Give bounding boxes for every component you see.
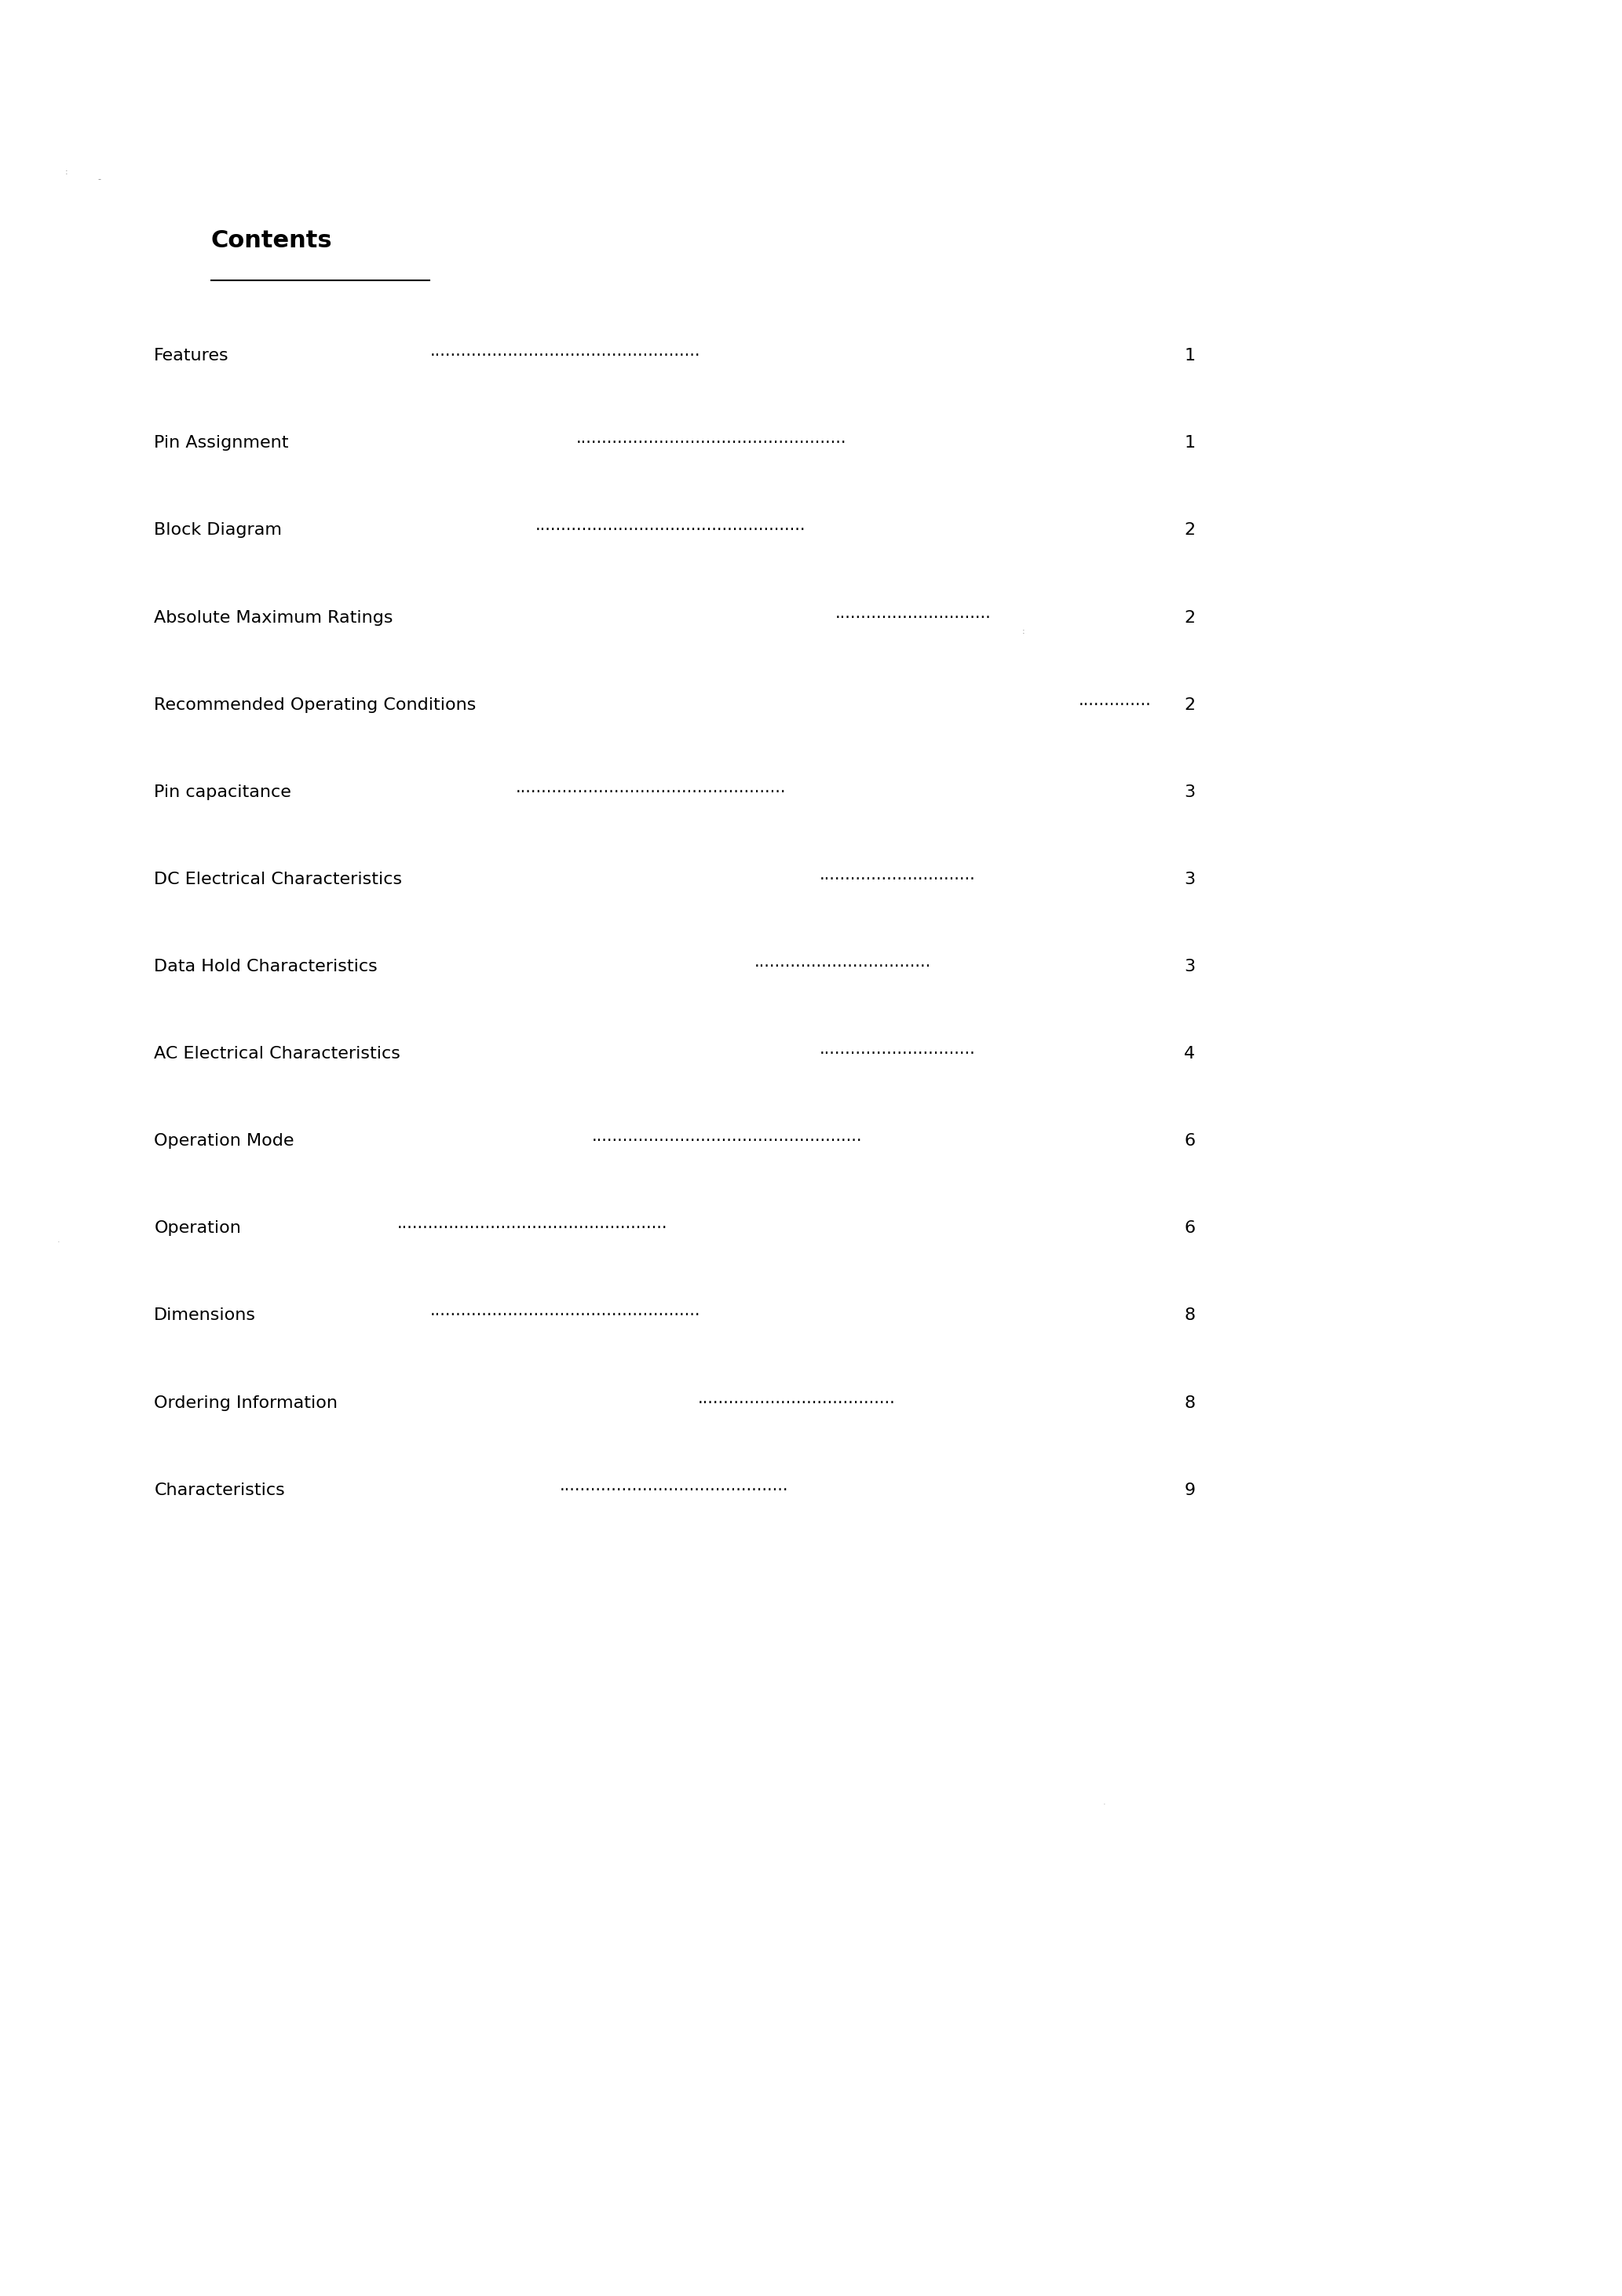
Text: Contents: Contents [211,230,333,253]
Text: 2: 2 [1184,698,1195,712]
Text: ··································: ·································· [754,960,931,974]
Text: ····················································: ········································… [430,349,701,363]
Text: ······························: ······························ [819,1047,975,1061]
Text: 2: 2 [1184,523,1195,537]
Text: Ordering Information: Ordering Information [154,1396,337,1410]
Text: 8: 8 [1184,1396,1195,1410]
Text: ······························: ······························ [819,872,975,886]
Text: 3: 3 [1184,960,1195,974]
Text: 6: 6 [1184,1134,1195,1148]
Text: Data Hold Characteristics: Data Hold Characteristics [154,960,378,974]
Text: ····················································: ········································… [576,436,847,450]
Text: DC Electrical Characteristics: DC Electrical Characteristics [154,872,402,886]
Text: :: : [65,168,68,177]
Text: ····················································: ········································… [535,523,806,537]
Text: 3: 3 [1184,785,1195,799]
Text: 9: 9 [1184,1483,1195,1497]
Text: ··············: ·············· [1079,698,1152,712]
Text: :: : [1022,627,1025,636]
Text: 2: 2 [1184,611,1195,625]
Text: ······························: ······························ [835,611,991,625]
Text: Operation Mode: Operation Mode [154,1134,294,1148]
Text: Operation: Operation [154,1221,242,1235]
Text: Absolute Maximum Ratings: Absolute Maximum Ratings [154,611,393,625]
Text: Dimensions: Dimensions [154,1309,256,1322]
Text: Characteristics: Characteristics [154,1483,285,1497]
Text: 3: 3 [1184,872,1195,886]
Text: ······································: ······································ [697,1396,895,1410]
Text: 4: 4 [1184,1047,1195,1061]
Text: -: - [97,174,101,184]
Text: ····················································: ········································… [592,1134,863,1148]
Text: Pin Assignment: Pin Assignment [154,436,289,450]
Text: ····················································: ········································… [430,1309,701,1322]
Text: AC Electrical Characteristics: AC Electrical Characteristics [154,1047,401,1061]
Text: Features: Features [154,349,229,363]
Text: 1: 1 [1184,349,1195,363]
Text: Recommended Operating Conditions: Recommended Operating Conditions [154,698,477,712]
Text: Pin capacitance: Pin capacitance [154,785,292,799]
Text: .: . [1103,1798,1106,1807]
Text: Block Diagram: Block Diagram [154,523,282,537]
Text: 6: 6 [1184,1221,1195,1235]
Text: 1: 1 [1184,436,1195,450]
Text: ····················································: ········································… [397,1221,668,1235]
Text: ············································: ········································… [560,1483,788,1497]
Text: 8: 8 [1184,1309,1195,1322]
Text: ····················································: ········································… [516,785,787,799]
Text: .: . [57,1235,60,1244]
